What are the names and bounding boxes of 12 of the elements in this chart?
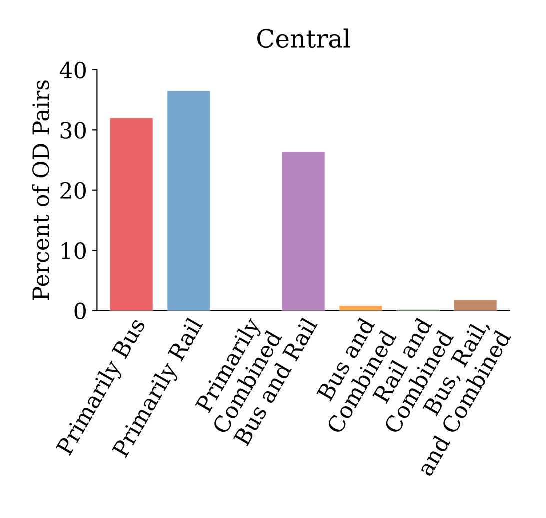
y-tick-label: 10 xyxy=(62,242,86,260)
y-tick-label: 0 xyxy=(74,302,86,320)
bar xyxy=(110,118,154,311)
y-axis-title: Percent of OD Pairs xyxy=(32,80,50,300)
bar xyxy=(167,90,211,311)
bar xyxy=(339,306,383,311)
y-tick-label: 20 xyxy=(60,182,86,200)
bar xyxy=(282,152,326,311)
y-tick-label: 30 xyxy=(60,122,86,139)
chart-title: Central xyxy=(258,28,350,48)
y-tick-label: 40 xyxy=(60,62,86,79)
bar xyxy=(454,300,498,311)
